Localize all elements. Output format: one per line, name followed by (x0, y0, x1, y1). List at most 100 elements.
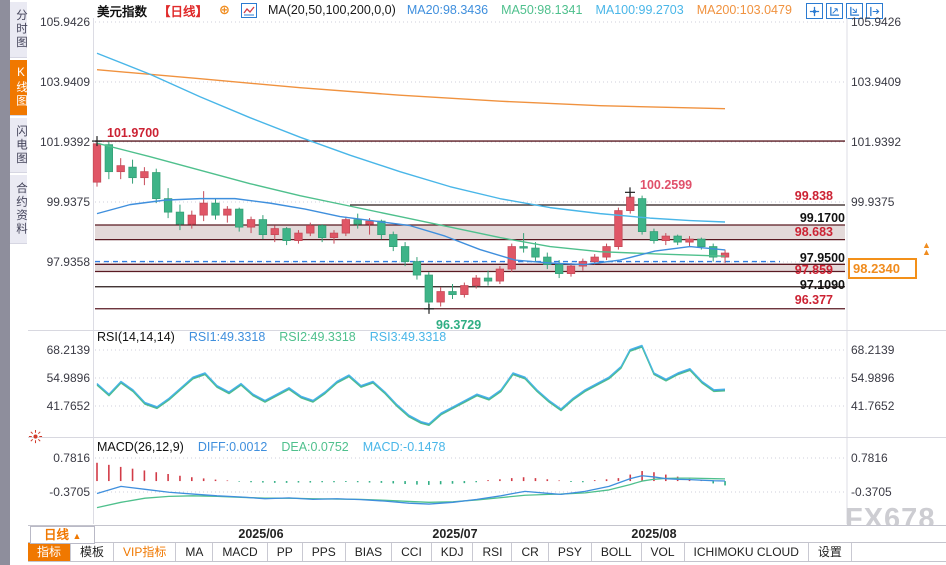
x-axis-month-label: 2025/06 (238, 527, 284, 541)
tab-VOL[interactable]: VOL (642, 543, 685, 561)
crosshair-tool-icon[interactable] (806, 3, 823, 19)
chart-toolbar (806, 3, 883, 19)
tab-KDJ[interactable]: KDJ (432, 543, 474, 561)
sidebar-item-合约资料[interactable]: 合约资料 (10, 175, 27, 244)
tab-PPS[interactable]: PPS (303, 543, 346, 561)
chart-type-icon[interactable] (240, 2, 257, 18)
tab-CR[interactable]: CR (512, 543, 549, 561)
candle-body (152, 172, 161, 200)
main-axis-label-left: 97.9358 (47, 255, 91, 269)
tab-PSY[interactable]: PSY (549, 543, 592, 561)
chart-mode-sidebar: 分时图 K线图 闪电图合约资料 (10, 0, 28, 565)
pan-right-icon[interactable] (866, 3, 883, 19)
candle-body (270, 228, 279, 236)
candle-body (128, 166, 137, 179)
price-level-label: 97.859 (795, 263, 833, 277)
axis-scale-icon[interactable] (826, 3, 843, 19)
macd-value-3: MACD:-0.1478 (362, 440, 446, 454)
candle-body (412, 261, 422, 276)
main-axis-label-right: 101.9392 (851, 135, 901, 149)
support-resistance-band (95, 264, 845, 272)
candle-body (163, 198, 173, 213)
tab-CCI[interactable]: CCI (392, 543, 432, 561)
tab-BIAS[interactable]: BIAS (346, 543, 393, 561)
candle-body (697, 238, 706, 247)
sidebar-item-K线图[interactable]: K线图 (10, 59, 27, 116)
candle-body (661, 235, 670, 241)
tab-VIP指标[interactable]: VIP指标 (114, 543, 177, 561)
candle-body (341, 219, 351, 234)
main-axis-label-right: 99.9375 (851, 195, 895, 209)
main-axis-label-left: 103.9409 (40, 75, 90, 89)
sun-icon[interactable] (28, 429, 43, 449)
ma4-value: MA200:103.0479 (696, 3, 792, 17)
rsi-axis-label-left: 68.2139 (47, 343, 91, 357)
candle-body (483, 277, 493, 282)
jump-to-latest-icon[interactable]: ▲ ▲ (922, 240, 931, 257)
candle-body (175, 211, 185, 225)
rsi3-line (96, 344, 726, 425)
price-level-label: 101.9700 (107, 126, 159, 140)
ma50-line (96, 142, 726, 257)
candle-body (92, 143, 102, 183)
candle-body (566, 265, 576, 274)
price-level-label: 97.1090 (800, 278, 845, 292)
period-selector-button[interactable]: 日线 ▲ (30, 526, 96, 544)
tab-BOLL[interactable]: BOLL (592, 543, 642, 561)
ma3-value: MA100:99.2703 (595, 3, 684, 17)
tab-MA[interactable]: MA (176, 543, 214, 561)
price-level-label: 100.2599 (640, 178, 692, 192)
candle-body (116, 165, 125, 173)
candle-body (389, 234, 398, 247)
macd-value-1: DIFF:0.0012 (197, 440, 268, 454)
ma-settings-label: MA(20,50,100,200,0,0) (267, 3, 396, 17)
candle-body (720, 252, 730, 258)
tab-指标[interactable]: 指标 (28, 543, 72, 561)
tab-模板[interactable]: 模板 (71, 543, 115, 561)
price-level-label: 99.838 (795, 189, 833, 203)
candle-body (637, 198, 647, 233)
rsi1-value: RSI1:49.3318 (188, 330, 266, 344)
tab-RSI[interactable]: RSI (473, 543, 513, 561)
main-axis-label-left: 99.9375 (47, 195, 91, 209)
macd-axis-label-right: 0.7816 (851, 451, 888, 465)
rsi-values: RSI1:49.3318 RSI2:49.3318 RSI3:49.3318 (189, 330, 446, 344)
candle-body (543, 256, 552, 265)
period-label: 【日线】 (158, 4, 209, 19)
target-icon[interactable]: ⊕ (219, 2, 230, 17)
candle-body (317, 225, 327, 238)
rsi2-line (96, 346, 726, 427)
price-level-label: 97.9500 (800, 251, 845, 265)
symbol-name: 美元指数 (97, 4, 148, 19)
tab-PP[interactable]: PP (268, 543, 303, 561)
rsi3-value: RSI3:49.3318 (369, 330, 447, 344)
sidebar-item-分时图[interactable]: 分时图 (10, 2, 27, 58)
rsi-axis-label-right: 54.9896 (851, 371, 895, 385)
tab-MACD[interactable]: MACD (213, 543, 268, 561)
ma100-line (96, 52, 726, 223)
axis-zoom-icon[interactable] (846, 3, 863, 19)
rsi-axis-label-left: 54.9896 (47, 371, 91, 385)
candle-body (460, 285, 469, 295)
current-price-badge: 98.2340 (848, 258, 917, 279)
candle-body (353, 219, 362, 225)
candle-body (377, 220, 386, 236)
candle-body (495, 268, 505, 282)
window-edge-strip (0, 0, 10, 565)
indicator-tab-bar: 指标 模板 VIP指标 MA MACD PP PPS BIAS CCI KDJ RSI CR PSY BO… (28, 543, 946, 562)
sidebar-item-闪电图[interactable]: 闪电图 (10, 117, 27, 173)
ma2-value: MA50:98.1341 (501, 3, 583, 17)
tab-设置[interactable]: 设置 (809, 543, 852, 561)
macd-axis-label-left: -0.3705 (49, 485, 90, 499)
macd-axis-label-right: -0.3705 (851, 485, 892, 499)
chevron-up-icon: ▲ (72, 531, 82, 541)
period-selector-label: 日线 (44, 528, 70, 542)
diff-line (96, 475, 726, 505)
tab-ICHIMOKU CLOUD[interactable]: ICHIMOKU CLOUD (685, 543, 809, 561)
rsi-axis-label-right: 41.7652 (851, 399, 895, 413)
candle-body (140, 171, 149, 179)
candle-body (282, 228, 291, 241)
candle-body (306, 225, 315, 234)
candle-body (235, 208, 244, 228)
